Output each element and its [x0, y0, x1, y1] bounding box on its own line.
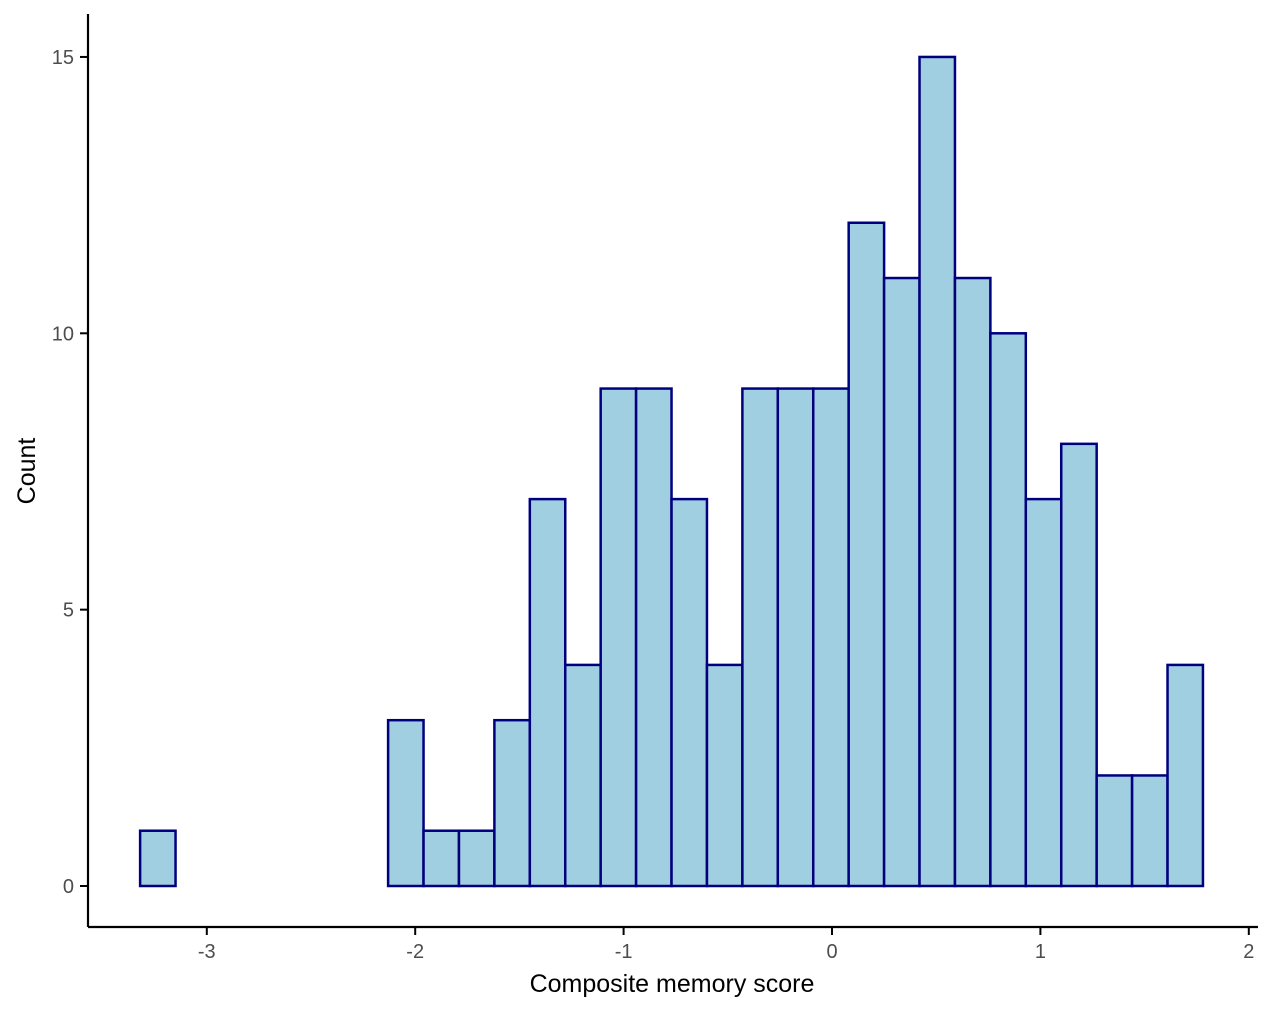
histogram-bar [776, 387, 815, 888]
histogram-bar [1024, 497, 1063, 888]
x-tick-label: -1 [615, 941, 633, 963]
histogram-bar [563, 663, 602, 888]
x-axis-title: Composite memory score [530, 970, 815, 998]
x-tick-label: 1 [1035, 941, 1046, 963]
histogram-bar [705, 663, 744, 888]
histogram-bar [386, 718, 425, 888]
y-tick-label: 5 [63, 600, 74, 622]
y-ticks-group: 0 5 10 15 [52, 47, 88, 898]
axes-group [86, 14, 1258, 929]
histogram-bar [953, 276, 992, 888]
x-tick-label: 2 [1243, 941, 1254, 963]
y-tick-label: 15 [52, 47, 74, 69]
histogram-bar [741, 387, 780, 888]
histogram-bar [882, 276, 921, 888]
histogram-bar [138, 829, 177, 888]
x-tick-label: -2 [406, 941, 424, 963]
histogram-bar [1166, 663, 1205, 888]
histogram-bar [811, 387, 850, 888]
histogram-bar [599, 387, 638, 888]
histogram-bar [457, 829, 496, 888]
histogram-bar [493, 718, 532, 888]
x-ticks-group: -3 -2 -1 0 1 2 [198, 927, 1254, 963]
histogram-bar [918, 55, 957, 888]
x-tick-label: -3 [198, 941, 216, 963]
y-tick-label: 0 [63, 876, 74, 898]
y-axis-title: Count [13, 438, 41, 505]
histogram-bar [634, 387, 673, 888]
x-tick-label: 0 [826, 941, 837, 963]
bars-group [138, 55, 1205, 888]
histogram-bar [422, 829, 461, 888]
histogram-bar [1059, 442, 1098, 888]
histogram-bar [1095, 774, 1134, 888]
histogram-bar [670, 497, 709, 888]
histogram-bar [989, 332, 1028, 888]
histogram-bar [1130, 774, 1169, 888]
y-tick-label: 10 [52, 323, 74, 345]
histogram-bar [528, 497, 567, 888]
histogram-bar [847, 221, 886, 888]
